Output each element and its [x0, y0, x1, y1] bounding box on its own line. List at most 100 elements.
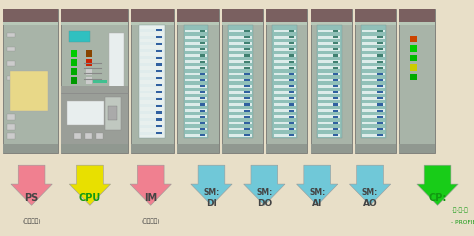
Bar: [155, 63, 162, 66]
Bar: [266, 9, 308, 22]
Bar: [200, 48, 205, 51]
Bar: [229, 128, 252, 131]
Bar: [71, 77, 77, 84]
Bar: [86, 77, 92, 84]
Text: - PROFIBUS: - PROFIBUS: [451, 220, 474, 225]
Bar: [200, 30, 205, 32]
Bar: [74, 133, 82, 139]
Bar: [377, 103, 383, 105]
Bar: [155, 111, 162, 114]
Bar: [244, 30, 250, 32]
Bar: [155, 43, 162, 45]
Bar: [155, 77, 162, 79]
Bar: [318, 91, 340, 94]
Bar: [318, 85, 340, 88]
Bar: [318, 60, 340, 63]
Bar: [8, 114, 15, 120]
Bar: [140, 29, 164, 32]
Bar: [273, 134, 296, 137]
Bar: [355, 144, 396, 153]
Bar: [229, 66, 252, 69]
Bar: [289, 128, 294, 130]
Bar: [289, 61, 294, 63]
Bar: [222, 22, 263, 25]
Bar: [228, 25, 253, 138]
Bar: [155, 132, 162, 134]
Bar: [244, 42, 250, 44]
Bar: [200, 97, 205, 100]
Bar: [244, 85, 250, 87]
Text: PS: PS: [25, 193, 39, 203]
Bar: [355, 9, 396, 22]
Bar: [273, 97, 296, 100]
Bar: [377, 116, 383, 118]
Bar: [183, 25, 209, 138]
Bar: [185, 30, 207, 32]
Bar: [229, 60, 252, 63]
Bar: [185, 72, 207, 75]
Bar: [310, 9, 352, 153]
Bar: [200, 55, 205, 57]
Bar: [244, 61, 250, 63]
Bar: [96, 133, 103, 139]
Bar: [362, 91, 385, 94]
Bar: [222, 9, 263, 22]
Bar: [155, 57, 162, 59]
Bar: [244, 103, 250, 105]
Bar: [86, 59, 92, 66]
Bar: [244, 134, 250, 136]
Bar: [318, 79, 340, 81]
Bar: [185, 60, 207, 63]
Bar: [8, 124, 15, 130]
Bar: [244, 67, 250, 69]
Bar: [155, 98, 162, 100]
Bar: [244, 48, 250, 51]
Bar: [185, 42, 207, 45]
Bar: [273, 72, 296, 75]
Bar: [362, 48, 385, 51]
Bar: [318, 128, 340, 131]
Bar: [185, 48, 207, 51]
Bar: [86, 86, 92, 93]
Bar: [3, 9, 58, 22]
Bar: [69, 31, 90, 42]
Bar: [61, 9, 128, 22]
Bar: [200, 110, 205, 112]
Bar: [289, 42, 294, 44]
Bar: [229, 48, 252, 51]
Bar: [71, 68, 77, 75]
Bar: [140, 77, 164, 80]
Text: DO: DO: [257, 199, 272, 208]
Bar: [377, 55, 383, 57]
Text: CPU: CPU: [79, 193, 101, 203]
Bar: [155, 70, 162, 72]
Text: SM:: SM:: [203, 188, 219, 197]
Bar: [222, 9, 263, 153]
Bar: [399, 9, 435, 22]
Bar: [318, 54, 340, 57]
Bar: [200, 116, 205, 118]
Bar: [140, 97, 164, 100]
Bar: [200, 79, 205, 81]
Bar: [155, 91, 162, 93]
Bar: [333, 110, 338, 112]
Bar: [185, 85, 207, 88]
Bar: [244, 55, 250, 57]
Bar: [229, 134, 252, 137]
Bar: [289, 30, 294, 32]
Bar: [273, 128, 296, 131]
Bar: [200, 103, 205, 105]
Bar: [131, 9, 174, 153]
Bar: [8, 33, 15, 37]
Bar: [362, 103, 385, 106]
Bar: [71, 86, 77, 93]
Bar: [273, 79, 296, 81]
Bar: [155, 29, 162, 31]
Text: AI: AI: [312, 199, 322, 208]
Bar: [410, 55, 417, 61]
Bar: [289, 91, 294, 93]
Bar: [71, 50, 77, 57]
Bar: [140, 125, 164, 128]
Bar: [266, 22, 308, 25]
Polygon shape: [69, 165, 110, 205]
